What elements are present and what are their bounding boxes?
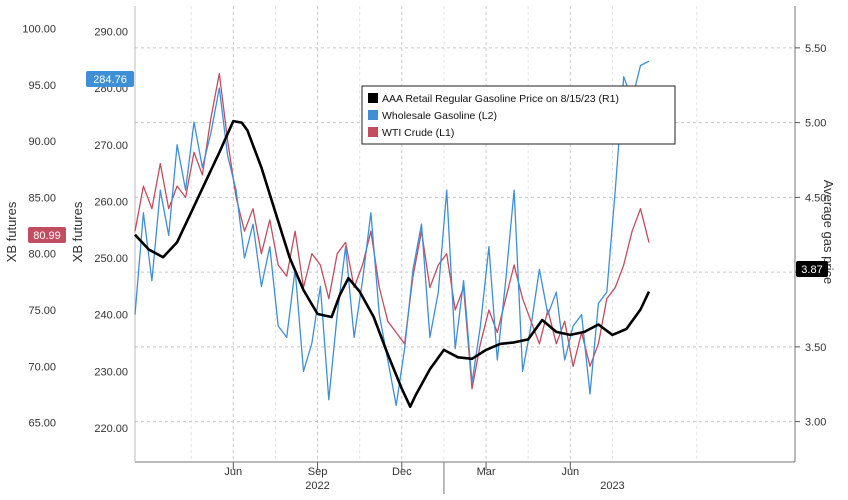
wti-axis-title: XB futures [4, 201, 19, 262]
xb-tick-label: 260.00 [94, 196, 128, 208]
xb-tick-label: 240.00 [94, 310, 128, 322]
wti-tick-label: 75.00 [28, 305, 56, 317]
year-label: 2022 [305, 480, 329, 492]
gas-tick-label: 4.50 [805, 192, 826, 204]
gas-axis-title: Average gas price [821, 180, 836, 285]
x-tick-label: Jun [224, 466, 242, 478]
legend-swatch-wholesale [368, 110, 378, 120]
grid-lines [135, 6, 795, 462]
xb-tick-label: 270.00 [94, 140, 128, 152]
wti-tick-label: 85.00 [28, 192, 56, 204]
wholesale-gasoline-line [134, 60, 650, 407]
wti-tick-label: 100.00 [22, 24, 56, 36]
legend-swatch-retail [368, 93, 378, 103]
wti-last-value-badge: 80.99 [28, 227, 66, 243]
x-tick-label: Mar [477, 466, 496, 478]
legend-label-retail: AAA Retail Regular Gasoline Price on 8/1… [382, 93, 619, 105]
axes: Jun Sep Dec Mar Jun 2022 2023 65.00 70.00 75.00 80… [22, 6, 826, 494]
xb-last-value-text: 284.76 [93, 74, 127, 86]
wti-tick-label: 80.00 [28, 249, 56, 261]
gas-last-value-badge: 3.87 [796, 261, 828, 277]
legend: AAA Retail Regular Gasoline Price on 8/1… [361, 85, 676, 145]
year-label: 2023 [600, 480, 624, 492]
retail-gasoline-line [134, 119, 651, 409]
gas-tick-label: 5.00 [805, 118, 826, 130]
x-tick-label: Dec [392, 466, 412, 478]
wti-tick-label: 95.00 [28, 80, 56, 92]
xb-tick-label: 220.00 [94, 423, 128, 435]
gas-tick-label: 3.00 [805, 417, 826, 429]
gas-tick-label: 3.50 [805, 342, 826, 354]
x-tick-label: Sep [308, 466, 328, 478]
x-tick-label: Jun [561, 466, 579, 478]
legend-label-wti: WTI Crude (L1) [382, 127, 454, 139]
xb-tick-label: 290.00 [94, 26, 128, 38]
gas-last-value-text: 3.87 [801, 264, 822, 276]
wti-crude-line [134, 72, 650, 390]
legend-swatch-wti [368, 127, 378, 137]
series-lines [134, 60, 651, 409]
gas-tick-label: 5.50 [805, 43, 826, 55]
wti-last-value-text: 80.99 [33, 230, 61, 242]
xb-tick-label: 230.00 [94, 366, 128, 378]
legend-label-wholesale: Wholesale Gasoline (L2) [382, 110, 497, 122]
wti-tick-label: 65.00 [28, 418, 56, 430]
wti-tick-label: 90.00 [28, 136, 56, 148]
xb-last-value-badge: 284.76 [86, 71, 134, 87]
xb-tick-label: 250.00 [94, 253, 128, 265]
xb-axis-title: XB futures [70, 201, 85, 262]
wti-tick-label: 70.00 [28, 361, 56, 373]
